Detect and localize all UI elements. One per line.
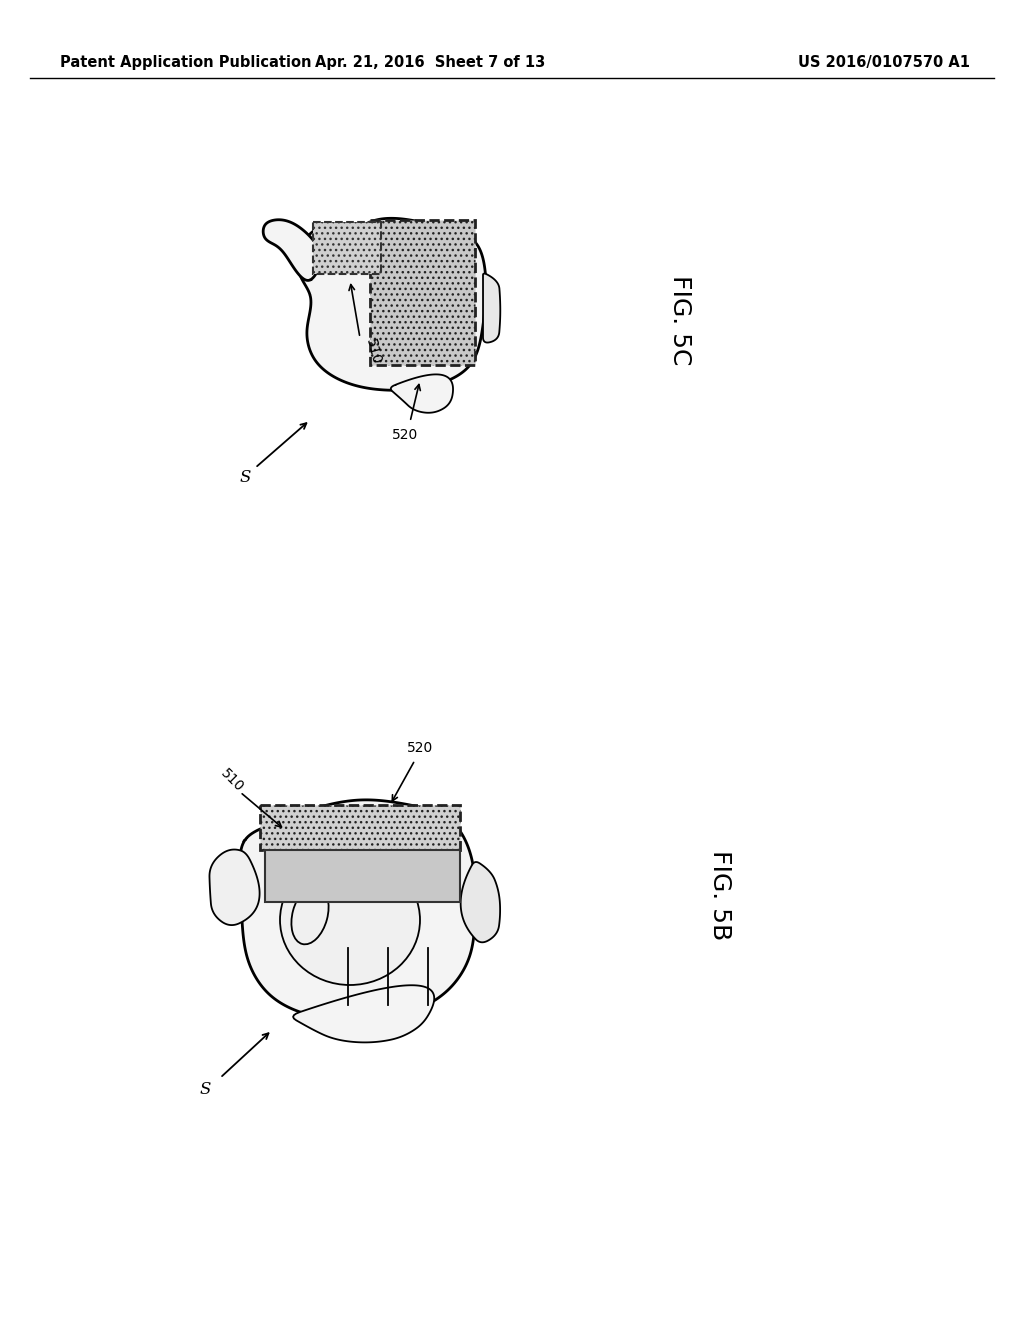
Ellipse shape (280, 855, 420, 985)
Bar (370, 220, 475, 366)
Polygon shape (293, 985, 434, 1043)
Text: Apr. 21, 2016  Sheet 7 of 13: Apr. 21, 2016 Sheet 7 of 13 (314, 54, 545, 70)
Bar (265, 850, 460, 902)
Polygon shape (483, 273, 501, 343)
Text: S: S (200, 1081, 211, 1098)
Text: 520: 520 (392, 428, 418, 442)
Text: Patent Application Publication: Patent Application Publication (60, 54, 311, 70)
Polygon shape (298, 218, 486, 391)
Text: S: S (240, 470, 251, 487)
Polygon shape (240, 800, 475, 1020)
Text: FIG. 5B: FIG. 5B (708, 850, 732, 940)
Polygon shape (391, 375, 453, 413)
Text: 510: 510 (362, 338, 383, 367)
Polygon shape (210, 850, 260, 925)
Text: FIG. 5C: FIG. 5C (668, 275, 692, 366)
Polygon shape (263, 219, 321, 280)
Bar (260, 805, 460, 850)
Text: 520: 520 (407, 741, 433, 755)
Text: US 2016/0107570 A1: US 2016/0107570 A1 (798, 54, 970, 70)
Bar (313, 222, 381, 275)
Polygon shape (461, 862, 500, 942)
Text: 510: 510 (218, 766, 247, 795)
